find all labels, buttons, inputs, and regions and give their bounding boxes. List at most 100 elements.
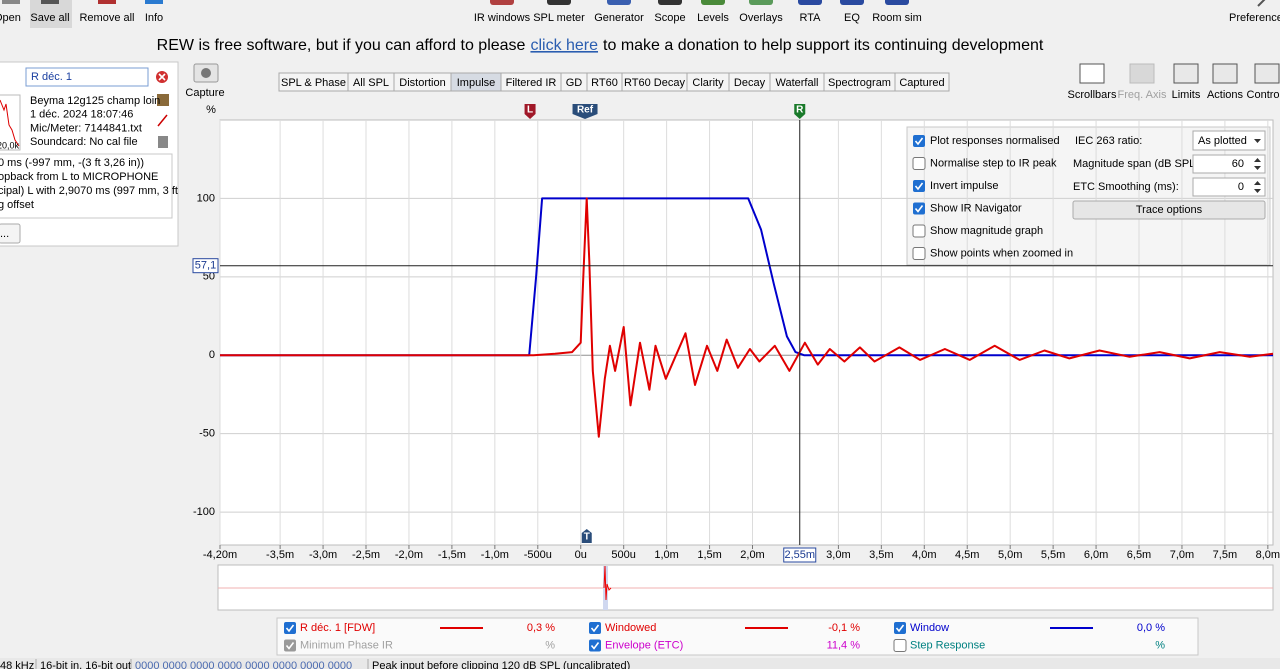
marker-label: L bbox=[527, 105, 533, 116]
navigator-trace bbox=[603, 565, 612, 601]
view-tab-label: Impulse bbox=[457, 77, 496, 89]
measurement-info: Beyma 12g125 champ loin bbox=[30, 95, 160, 107]
toolbar-icon[interactable] bbox=[1257, 0, 1268, 7]
option-checkbox[interactable] bbox=[913, 180, 925, 192]
status-item: 0000 0000 0000 0000 0000 0000 0000 0000 bbox=[135, 660, 352, 669]
toolbar-icon[interactable] bbox=[749, 0, 773, 5]
check-mark bbox=[895, 624, 905, 633]
y-axis-unit: % bbox=[206, 104, 216, 116]
marker-label: R bbox=[796, 105, 804, 116]
measurement-thumbnail[interactable] bbox=[0, 94, 21, 151]
toolbar-icon[interactable] bbox=[658, 0, 682, 5]
legend-checkbox[interactable] bbox=[589, 639, 601, 652]
legend-checkbox[interactable] bbox=[284, 622, 296, 634]
view-tool-icon[interactable] bbox=[1212, 63, 1238, 84]
x-tick-label: 4,0m bbox=[912, 549, 936, 561]
toolbar-button-label: Scope bbox=[654, 12, 685, 24]
more-button-label: ... bbox=[0, 228, 9, 240]
view-tool-icon[interactable] bbox=[1079, 63, 1105, 84]
span-label: Magnitude span (dB SPL): bbox=[1073, 158, 1202, 170]
span-spinner[interactable] bbox=[1192, 154, 1266, 174]
x-tick-label: 0u bbox=[575, 549, 587, 561]
toolbar-icon[interactable] bbox=[2, 0, 20, 4]
toolbar-icon[interactable] bbox=[547, 0, 571, 5]
toolbar-icon[interactable] bbox=[145, 0, 163, 4]
measurement-name-input[interactable] bbox=[25, 67, 149, 87]
toolbar-button-label: EQ bbox=[844, 12, 860, 24]
toolbar-icon[interactable] bbox=[490, 0, 514, 5]
cursor-y-label: 57,1 bbox=[195, 260, 216, 272]
donation-link[interactable]: click here bbox=[530, 37, 598, 54]
x-tick-label: 3,0m bbox=[826, 549, 850, 561]
option-checkbox[interactable] bbox=[913, 202, 925, 215]
y-tick-label: 0 bbox=[209, 349, 215, 361]
edit-icon[interactable] bbox=[157, 114, 168, 127]
thumbnail-label: 20,0k bbox=[0, 140, 20, 150]
status-item: Peak input before clipping 120 dB SPL (u… bbox=[372, 660, 630, 669]
x-tick-label: -3,0m bbox=[309, 549, 337, 561]
view-tool-icon[interactable] bbox=[1173, 63, 1199, 84]
marker-label: Ref bbox=[577, 105, 594, 116]
view-tab-label: Captured bbox=[899, 77, 944, 89]
smoothing-spinner[interactable] bbox=[1192, 177, 1266, 197]
trace-options-button[interactable] bbox=[1072, 200, 1266, 220]
x-tick-label: 500u bbox=[611, 549, 635, 561]
view-tab-label: Distortion bbox=[399, 77, 445, 89]
view-tool-label: Freq. Axis bbox=[1118, 89, 1167, 101]
option-checkbox[interactable] bbox=[912, 157, 926, 170]
more-button[interactable] bbox=[0, 223, 21, 244]
toolbar-icon[interactable] bbox=[41, 0, 59, 4]
toolbar-icon[interactable] bbox=[840, 0, 864, 5]
view-tool-icon[interactable] bbox=[1254, 63, 1280, 84]
banner-text: to make a donation to help support its c… bbox=[603, 37, 1044, 54]
option-checkbox[interactable] bbox=[912, 247, 926, 260]
toolbar-icon[interactable] bbox=[607, 0, 631, 5]
x-tick-label: -500u bbox=[524, 549, 552, 561]
legend-checkbox[interactable] bbox=[894, 622, 906, 634]
view-tab-label: GD bbox=[566, 77, 583, 89]
smoothing-label: ETC Smoothing (ms): bbox=[1073, 181, 1179, 193]
x-tick-label: 6,0m bbox=[1084, 549, 1108, 561]
measurement-note: opback from L to MICROPHONE bbox=[0, 171, 158, 183]
x-tick-label: 1,5m bbox=[697, 549, 721, 561]
marker-flag[interactable] bbox=[524, 104, 536, 119]
toolbar-icon[interactable] bbox=[885, 0, 909, 5]
info-icon[interactable] bbox=[157, 94, 169, 106]
marker-flag[interactable] bbox=[794, 104, 806, 119]
dropdown-arrow bbox=[1254, 139, 1261, 143]
soundcard-icon[interactable] bbox=[158, 136, 168, 148]
legend-panel bbox=[276, 617, 1199, 656]
x-tick-label: -2,5m bbox=[352, 549, 380, 561]
capture-lens bbox=[201, 68, 211, 78]
marker-flag[interactable] bbox=[581, 529, 592, 543]
capture-label: Capture bbox=[185, 87, 224, 99]
check-mark bbox=[590, 624, 600, 633]
legend-name: Window bbox=[910, 622, 949, 634]
legend-checkbox[interactable] bbox=[284, 639, 296, 652]
notes-area[interactable] bbox=[0, 153, 173, 219]
view-tab-label: RT60 Decay bbox=[624, 77, 685, 89]
toolbar-icon[interactable] bbox=[798, 0, 822, 5]
view-tool-icon bbox=[1129, 63, 1155, 84]
x-tick-label: -3,5m bbox=[266, 549, 294, 561]
measurement-info: 1 déc. 2024 18:07:46 bbox=[30, 109, 133, 121]
x-tick-label: 4,5m bbox=[955, 549, 979, 561]
option-checkbox[interactable] bbox=[912, 224, 926, 238]
view-tab-label: Filtered IR bbox=[506, 77, 557, 89]
view-tab[interactable] bbox=[894, 72, 950, 92]
toolbar-button-label: Generator bbox=[594, 12, 644, 24]
y-tick-label: 50 bbox=[203, 271, 215, 283]
iec-dropdown[interactable] bbox=[1192, 130, 1266, 151]
legend-checkbox[interactable] bbox=[893, 639, 907, 652]
option-checkbox[interactable] bbox=[913, 135, 925, 147]
legend-name: Windowed bbox=[605, 622, 656, 634]
view-tool-label: Controls bbox=[1247, 89, 1280, 101]
toolbar-icon[interactable] bbox=[701, 0, 725, 5]
legend-checkbox[interactable] bbox=[589, 622, 601, 634]
x-tick-label: -1,5m bbox=[438, 549, 466, 561]
marker-flag[interactable] bbox=[572, 104, 598, 119]
spinner-arrows bbox=[1254, 181, 1261, 193]
toolbar-icon[interactable] bbox=[98, 0, 116, 4]
toolbar-button-label: Overlays bbox=[739, 12, 783, 24]
